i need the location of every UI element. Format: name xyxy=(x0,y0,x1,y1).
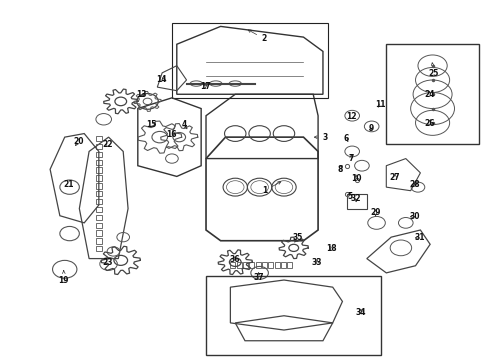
Text: 6: 6 xyxy=(343,134,349,143)
Text: 8: 8 xyxy=(337,165,343,174)
Text: 30: 30 xyxy=(409,212,420,221)
Bar xyxy=(97,159,102,165)
Text: 17: 17 xyxy=(200,82,210,91)
Bar xyxy=(97,175,102,181)
Bar xyxy=(97,222,102,228)
Text: 29: 29 xyxy=(370,208,381,217)
Text: 1: 1 xyxy=(262,182,281,195)
Text: 24: 24 xyxy=(424,90,435,99)
Bar xyxy=(97,207,102,212)
Text: 35: 35 xyxy=(293,233,303,242)
Bar xyxy=(97,230,102,236)
Text: 19: 19 xyxy=(58,271,69,285)
Text: 36: 36 xyxy=(229,255,240,264)
Bar xyxy=(97,215,102,220)
Text: 25: 25 xyxy=(429,63,439,78)
Bar xyxy=(243,262,248,267)
Text: 21: 21 xyxy=(63,180,74,189)
Text: 20: 20 xyxy=(73,137,84,146)
Text: 13: 13 xyxy=(136,90,147,99)
Text: 33: 33 xyxy=(312,258,322,267)
Bar xyxy=(97,144,102,149)
Text: 12: 12 xyxy=(346,112,356,121)
Text: 15: 15 xyxy=(147,120,157,129)
Bar xyxy=(275,262,280,267)
Bar xyxy=(281,262,286,267)
Text: 2: 2 xyxy=(248,30,267,44)
Bar xyxy=(97,191,102,197)
Bar xyxy=(97,152,102,157)
Text: 31: 31 xyxy=(414,233,425,242)
Bar xyxy=(262,262,267,267)
Text: 26: 26 xyxy=(424,119,435,128)
Bar xyxy=(97,246,102,251)
Bar xyxy=(230,262,235,267)
Bar xyxy=(288,262,292,267)
Text: 18: 18 xyxy=(326,244,337,253)
Text: 34: 34 xyxy=(356,309,366,318)
Text: 37: 37 xyxy=(253,273,264,282)
Bar xyxy=(97,167,102,173)
Text: 22: 22 xyxy=(102,140,113,149)
Text: 16: 16 xyxy=(166,130,176,139)
Text: 23: 23 xyxy=(102,258,113,267)
Text: 4: 4 xyxy=(181,120,187,129)
Bar xyxy=(249,262,254,267)
Text: 5: 5 xyxy=(347,192,352,201)
Text: 14: 14 xyxy=(156,75,167,84)
Bar xyxy=(97,199,102,204)
Bar xyxy=(97,238,102,244)
Text: 3: 3 xyxy=(314,132,328,141)
Text: 11: 11 xyxy=(375,100,386,109)
Text: 7: 7 xyxy=(348,154,354,163)
Bar xyxy=(97,136,102,141)
Text: 10: 10 xyxy=(351,174,361,183)
Text: 9: 9 xyxy=(369,124,374,133)
Bar xyxy=(269,262,273,267)
Text: 27: 27 xyxy=(390,173,400,182)
Bar xyxy=(237,262,242,267)
Bar xyxy=(97,183,102,189)
Text: 32: 32 xyxy=(351,194,361,203)
Text: 28: 28 xyxy=(409,180,420,189)
Bar xyxy=(256,262,261,267)
